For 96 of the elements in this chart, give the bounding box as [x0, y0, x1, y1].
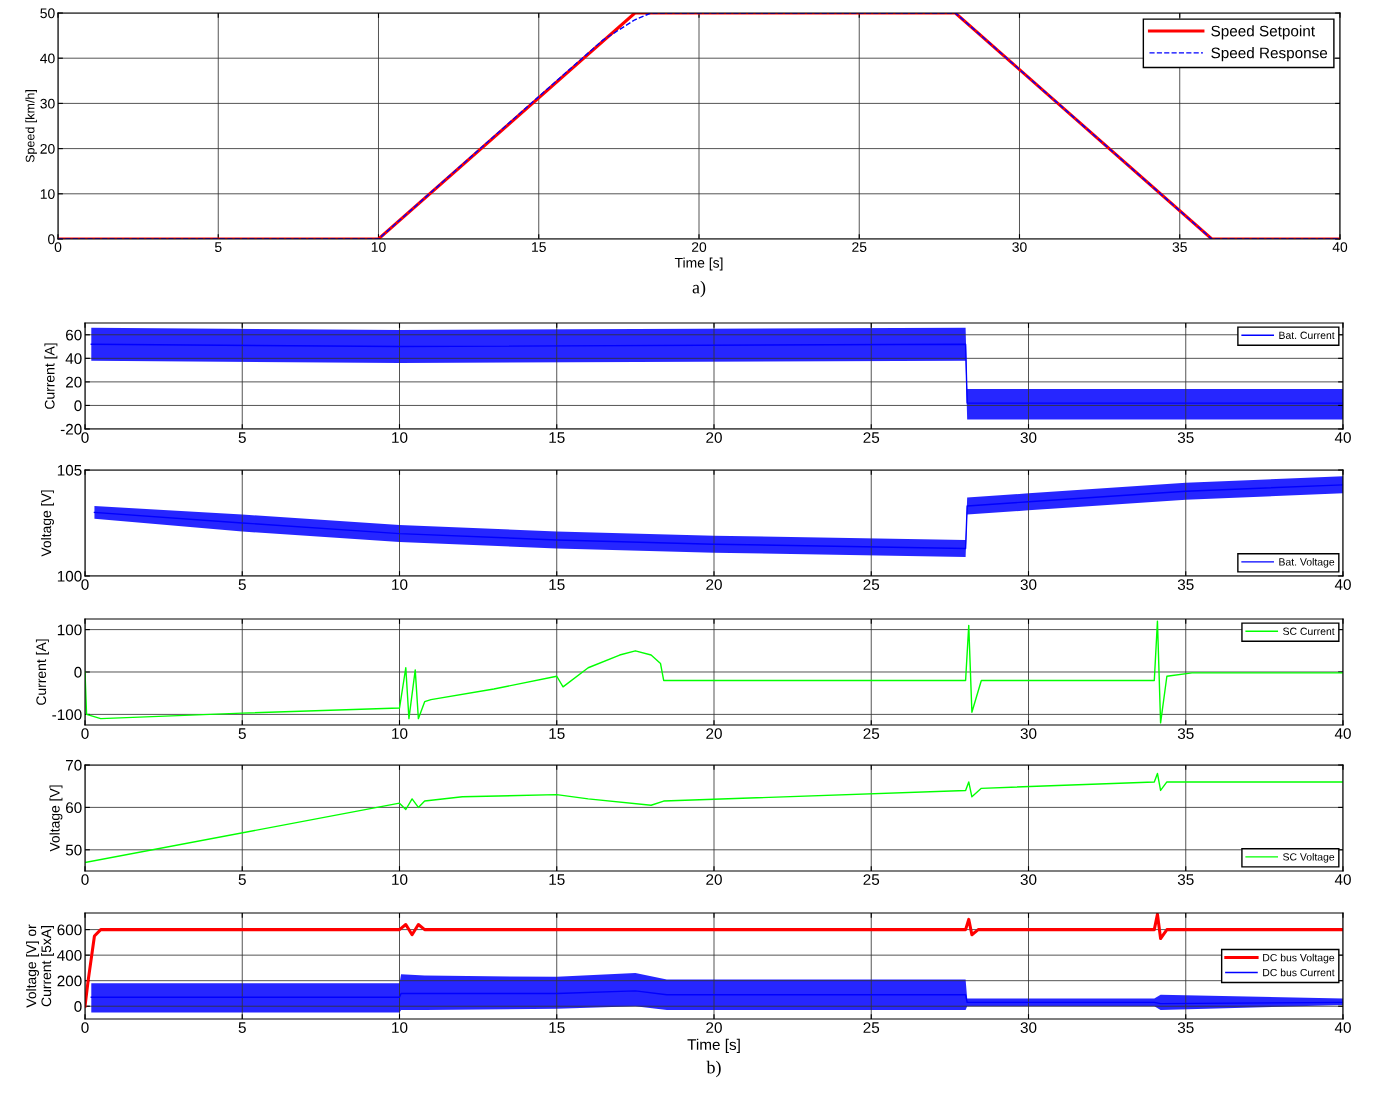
y-axis-title: Current [A]	[44, 343, 58, 409]
line-series	[85, 620, 1343, 724]
x-tick-label: 20	[706, 728, 722, 739]
y-tick-label: -100	[52, 709, 82, 721]
x-tick-label: 0	[81, 579, 89, 590]
x-tick-label: 40	[1334, 874, 1351, 885]
x-tick-label: 10	[392, 728, 408, 739]
x-tick-label: 40	[1334, 432, 1351, 443]
x-tick-label: 0	[81, 874, 89, 885]
x-tick-label: 20	[706, 432, 722, 443]
y-tick-label: 400	[57, 950, 82, 961]
x-tick-label: 30	[1012, 242, 1027, 252]
y-tick-label: 0	[74, 400, 82, 412]
x-tick-label: 15	[549, 728, 565, 739]
x-tick-label: 20	[706, 1022, 722, 1033]
x-tick-label: 25	[863, 432, 880, 443]
y-axis-title: Speed [km/h]	[25, 90, 37, 163]
x-tick-label: 25	[852, 242, 867, 252]
x-tick-label: 10	[392, 579, 408, 590]
x-tick-label: 30	[1020, 579, 1037, 590]
y-axis-title: Voltage [V] or Current [5xA]	[26, 924, 54, 1008]
legend-label: DC bus Current	[1263, 968, 1335, 977]
x-tick-label: 35	[1177, 874, 1194, 885]
x-tick-label: 40	[1334, 579, 1351, 590]
x-tick-label: 10	[371, 242, 386, 252]
x-tick-label: 20	[706, 579, 722, 590]
x-tick-label: 35	[1177, 728, 1194, 739]
x-tick-label: 20	[706, 874, 722, 885]
y-tick-label: 600	[57, 924, 82, 936]
x-tick-label: 5	[238, 874, 246, 885]
x-tick-label: 15	[549, 432, 565, 443]
x-tick-label: 5	[238, 432, 246, 443]
x-tick-label: 30	[1020, 728, 1037, 739]
y-axis-title: Current [A]	[35, 639, 49, 705]
text: a)	[692, 280, 706, 298]
x-tick-label: 35	[1177, 1022, 1194, 1033]
y-tick-label: 60	[66, 802, 82, 814]
y-tick-label: -20	[60, 423, 82, 435]
y-tick-label: 30	[40, 98, 55, 109]
x-tick-label: 30	[1020, 874, 1037, 885]
legend-label: SC Current	[1283, 627, 1335, 635]
x-axis-title: Time [s]	[687, 1038, 740, 1054]
y-tick-label: 60	[66, 329, 82, 341]
x-tick-label: 15	[549, 874, 565, 885]
legend-label: Speed Response	[1211, 47, 1328, 62]
x-tick-label: 15	[532, 242, 546, 252]
x-tick-label: 10	[392, 432, 408, 443]
x-tick-label: 35	[1172, 242, 1187, 252]
legend-label: SC Voltage	[1283, 852, 1335, 863]
legend-label: DC bus Voltage	[1263, 953, 1335, 964]
x-tick-label: 10	[392, 1022, 408, 1033]
x-tick-label: 30	[1020, 432, 1037, 443]
y-tick-label: 40	[65, 353, 82, 365]
y-tick-label: 20	[40, 143, 55, 154]
x-tick-label: 5	[238, 728, 246, 739]
y-axis-title: Voltage [V]	[41, 490, 54, 557]
x-tick-label: 10	[392, 874, 408, 885]
x-tick-label: 40	[1334, 728, 1351, 739]
y-tick-label: 100	[57, 624, 82, 636]
x-axis-title: Time [s]	[674, 257, 723, 271]
x-tick-label: 40	[1332, 242, 1348, 252]
y-tick-label: 10	[40, 189, 55, 199]
x-tick-label: 40	[1334, 1022, 1351, 1033]
x-tick-label: 35	[1177, 432, 1194, 443]
x-tick-label: 15	[549, 1022, 565, 1033]
text: b)	[706, 1060, 721, 1078]
y-tick-label: 20	[66, 376, 82, 388]
y-tick-label: 50	[40, 8, 55, 19]
y-tick-label: 0	[74, 1001, 82, 1012]
x-tick-label: 0	[81, 432, 89, 443]
x-tick-label: 25	[863, 728, 880, 739]
x-tick-label: 0	[81, 1022, 89, 1033]
x-tick-label: 5	[238, 579, 246, 590]
y-axis-title: Voltage [V]	[49, 785, 63, 852]
y-tick-label: 40	[40, 53, 55, 64]
legend-label: Bat. Voltage	[1279, 557, 1335, 568]
x-tick-label: 5	[238, 1022, 246, 1033]
legend-label: Bat. Current	[1279, 331, 1335, 339]
y-tick-label: 105	[57, 464, 82, 476]
y-tick-label: 100	[57, 570, 82, 582]
x-tick-label: 25	[863, 579, 880, 590]
x-tick-label: 25	[863, 1022, 880, 1033]
y-tick-label: 50	[65, 844, 82, 856]
x-tick-label: 20	[691, 242, 707, 252]
y-tick-label: 0	[48, 234, 55, 245]
x-tick-label: 35	[1177, 579, 1194, 590]
x-tick-label: 0	[81, 728, 89, 739]
y-tick-label: 70	[66, 759, 82, 771]
legend-label: Speed Setpoint	[1211, 25, 1315, 40]
x-tick-label: 25	[863, 874, 880, 885]
y-tick-label: 200	[57, 975, 82, 987]
line-series	[85, 772, 1343, 864]
y-tick-label: 0	[74, 666, 82, 678]
x-tick-label: 5	[214, 242, 222, 252]
x-tick-label: 30	[1020, 1022, 1037, 1033]
x-tick-label: 15	[549, 579, 565, 590]
